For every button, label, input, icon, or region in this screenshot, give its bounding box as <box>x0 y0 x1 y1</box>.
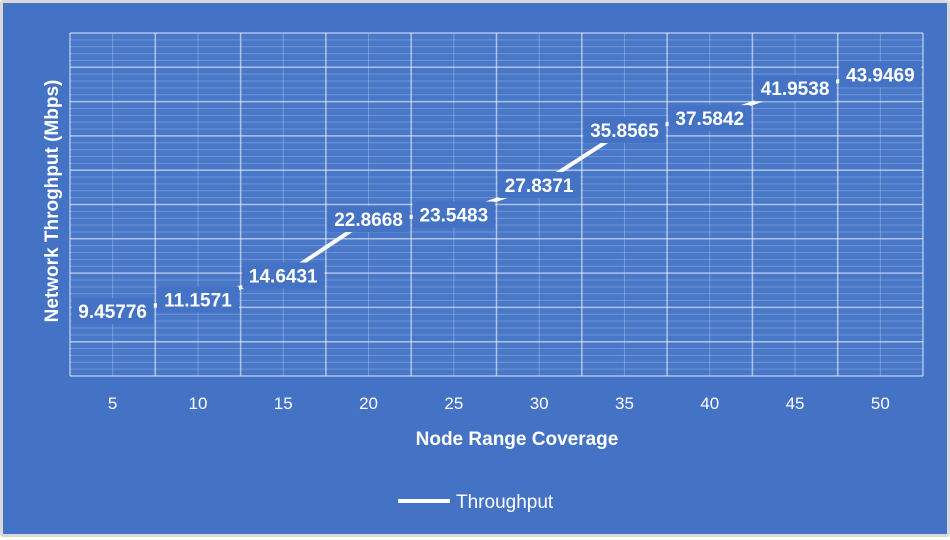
data-label: 9.45776 <box>78 302 147 323</box>
legend: Throughput <box>398 492 554 513</box>
x-tick-label: 10 <box>188 394 207 413</box>
data-label: 14.6431 <box>249 267 318 288</box>
x-tick-label: 30 <box>530 394 549 413</box>
x-tick-label: 5 <box>108 394 117 413</box>
data-label: 43.9469 <box>846 66 915 87</box>
data-label: 35.8565 <box>590 121 659 142</box>
x-tick-label: 20 <box>359 394 378 413</box>
x-tick-labels: 5 10 15 20 25 30 35 40 45 50 <box>108 394 890 413</box>
data-label-box <box>583 117 666 144</box>
data-label: 11.1571 <box>164 290 232 311</box>
data-label-box <box>839 61 922 88</box>
legend-label: Throughput <box>456 492 554 513</box>
data-label-box <box>753 75 837 102</box>
y-axis-title: Network Throghput (Mbps) <box>42 80 63 323</box>
throughput-line-chart: 5 10 15 20 25 30 35 40 45 50 9.45776 11.1571 14.643… <box>42 32 924 513</box>
data-label: 37.5842 <box>675 109 744 130</box>
data-label-box <box>498 172 581 199</box>
data-label: 22.8668 <box>334 210 403 231</box>
x-tick-label: 35 <box>615 394 634 413</box>
x-axis-title: Node Range Coverage <box>416 429 619 450</box>
x-tick-label: 15 <box>274 394 293 413</box>
data-label-box <box>71 298 154 325</box>
data-labels: 9.45776 11.1571 14.6431 22.8668 23.5483 27.83… <box>71 61 922 325</box>
data-label: 23.5483 <box>420 205 489 226</box>
data-label-box <box>156 286 240 313</box>
x-tick-label: 45 <box>786 394 805 413</box>
data-label-box <box>412 201 495 228</box>
x-tick-label: 40 <box>700 394 719 413</box>
data-label-box <box>327 206 410 233</box>
data-label-box <box>242 262 325 289</box>
data-label: 27.8371 <box>505 176 574 197</box>
data-label: 41.9538 <box>761 79 830 100</box>
x-tick-label: 50 <box>871 394 890 413</box>
x-tick-label: 25 <box>444 394 463 413</box>
data-label-box <box>668 105 751 132</box>
